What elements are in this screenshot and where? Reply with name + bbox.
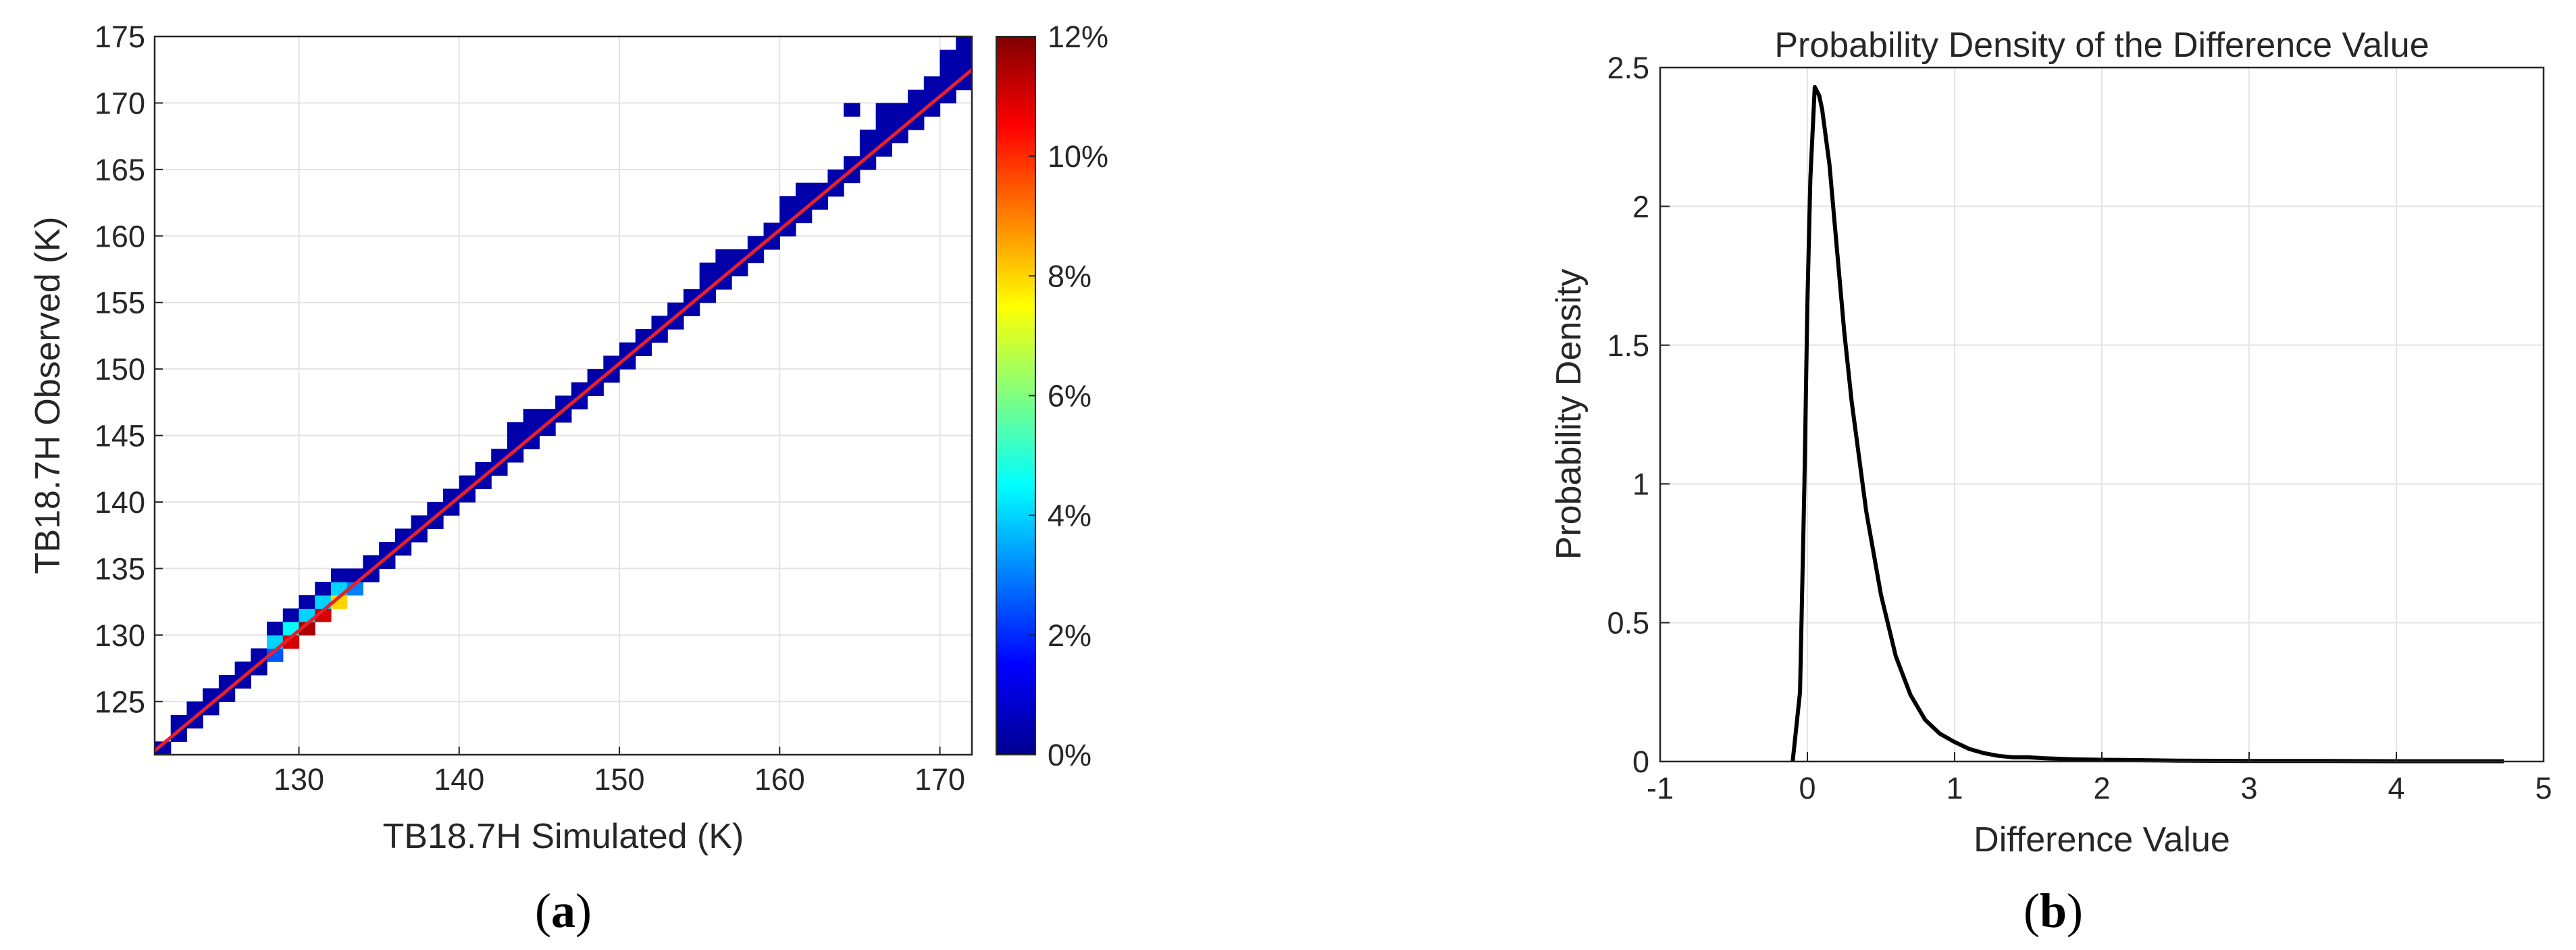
fit-line xyxy=(153,68,973,753)
heatmap-cell xyxy=(715,249,732,264)
heatmap-y-tick-label: 150 xyxy=(95,352,145,386)
colorbar-ticks: 0% 2% 4% 6% 8% 10% 12% xyxy=(1029,20,1108,772)
density-y-ticks: 0 0.5 1 1.5 2 2.5 xyxy=(1607,51,1670,779)
panel-label-a: (a) xyxy=(535,884,592,938)
density-panel: -1 0 1 2 3 4 5 00.511.522.5 Probability Densit… xyxy=(1549,26,2552,938)
density-title: Probability Density of the Difference Va… xyxy=(1774,26,2429,65)
heatmap-cell xyxy=(892,103,908,117)
heatmap-cell xyxy=(779,196,796,210)
density-x-tick-label: -1 xyxy=(1647,771,1674,805)
colorbar-tick-label: 6% xyxy=(1048,379,1091,414)
heatmap-panel: 130 140 150 160 170 125 130 135 140 145 150 155 160… xyxy=(28,20,1108,938)
heatmap-y-tick-label: 155 xyxy=(95,286,145,320)
heatmap-cell xyxy=(170,728,188,742)
heatmap-y-ticks: 125 130 135 140 145 150 155 160 165 170 175 xyxy=(95,20,163,719)
heatmap-y-tick-label: 135 xyxy=(95,551,145,586)
heatmap-cell xyxy=(731,249,748,264)
heatmap-cell xyxy=(667,302,684,316)
heatmap-cell xyxy=(330,568,348,582)
heatmap-cell xyxy=(507,422,524,436)
heatmap-y-tick-label: 165 xyxy=(95,153,145,187)
colorbar-tick-label: 8% xyxy=(1048,259,1091,293)
density-x-tick-label: 5 xyxy=(2535,771,2552,805)
heatmap-cell xyxy=(844,103,860,117)
heatmap-cell xyxy=(186,714,203,729)
density-x-tick-label: 4 xyxy=(2388,771,2404,805)
heatmap-x-tick-label: 140 xyxy=(434,762,484,797)
heatmap-y-tick-label: 170 xyxy=(95,86,145,120)
heatmap-cell xyxy=(523,409,540,423)
density-y-axis-label: Probability Density xyxy=(1549,269,1589,560)
density-grid xyxy=(1659,67,2544,762)
heatmap-cell xyxy=(299,595,315,609)
heatmap-cell xyxy=(315,582,332,596)
heatmap-y-tick-label: 175 xyxy=(95,20,145,54)
heatmap-cell xyxy=(203,701,220,716)
colorbar-tick-label: 12% xyxy=(1048,20,1108,54)
heatmap-cell xyxy=(875,116,892,130)
density-y-tick-label: 1 xyxy=(1632,467,1649,501)
heatmap-y-axis-label: TB18.7H Observed (K) xyxy=(28,217,68,574)
colorbar-tick-label: 4% xyxy=(1048,499,1091,533)
heatmap-cell xyxy=(699,276,716,290)
heatmap-y-tick-label: 160 xyxy=(95,219,145,253)
density-y-tick-label: 0 xyxy=(1632,745,1649,779)
heatmap-cell xyxy=(956,49,973,64)
heatmap-cell xyxy=(635,329,652,343)
panel-label-b: (b) xyxy=(2024,884,2083,938)
density-x-tick-label: 0 xyxy=(1799,771,1815,805)
heatmap-cell xyxy=(939,49,956,64)
colorbar-tick-label: 2% xyxy=(1048,618,1091,653)
heatmap-cell xyxy=(796,182,813,197)
heatmap-x-tick-label: 130 xyxy=(274,762,324,797)
colorbar-tick-label: 0% xyxy=(1048,738,1091,772)
heatmap-cell xyxy=(155,741,172,755)
panel-letter-a: a xyxy=(551,884,575,938)
heatmap-cell xyxy=(875,103,892,117)
density-x-ticks: -1 0 1 2 3 4 5 xyxy=(1647,752,2552,805)
density-y-tick-label: 1.5 xyxy=(1607,328,1649,363)
heatmap-cell xyxy=(923,76,941,91)
density-y-tick-label: 2.5 xyxy=(1607,51,1649,85)
density-x-tick-label: 2 xyxy=(2093,771,2110,805)
density-curve xyxy=(1791,84,2504,764)
heatmap-cell xyxy=(218,688,236,702)
heatmap-x-tick-label: 160 xyxy=(754,762,805,797)
heatmap-x-tick-label: 170 xyxy=(915,762,965,797)
heatmap-cell xyxy=(715,262,732,276)
density-x-tick-label: 3 xyxy=(2240,771,2257,805)
heatmap-cell xyxy=(956,76,973,91)
heatmap-cell xyxy=(939,63,956,77)
heatmap-cell xyxy=(683,289,700,303)
heatmap-cell xyxy=(651,316,668,330)
heatmap-cell xyxy=(956,36,973,51)
heatmap-x-ticks: 130 140 150 160 170 xyxy=(274,747,965,797)
heatmap-cell xyxy=(267,622,284,636)
heatmap-cell xyxy=(234,674,251,689)
density-x-axis-label: Difference Value xyxy=(1974,820,2230,859)
heatmap-cell xyxy=(908,89,925,104)
heatmap-y-tick-label: 145 xyxy=(95,419,145,453)
density-y-tick-label: 0.5 xyxy=(1607,606,1649,641)
heatmap-y-tick-label: 140 xyxy=(95,485,145,520)
density-y-tick-label: 2 xyxy=(1632,189,1649,224)
heatmap-cell xyxy=(282,608,300,622)
heatmap-y-tick-label: 125 xyxy=(95,684,145,719)
heatmap-cell xyxy=(699,262,716,276)
heatmap-x-tick-label: 150 xyxy=(594,762,644,797)
heatmap-cell xyxy=(859,129,877,144)
colorbar-tick-label: 10% xyxy=(1048,139,1108,174)
heatmap-x-axis-label: TB18.7H Simulated (K) xyxy=(383,817,744,856)
heatmap-axes-box xyxy=(153,35,973,756)
heatmap-y-tick-label: 130 xyxy=(95,618,145,653)
panel-letter-b: b xyxy=(2040,884,2067,938)
density-x-tick-label: 1 xyxy=(1946,771,1963,805)
